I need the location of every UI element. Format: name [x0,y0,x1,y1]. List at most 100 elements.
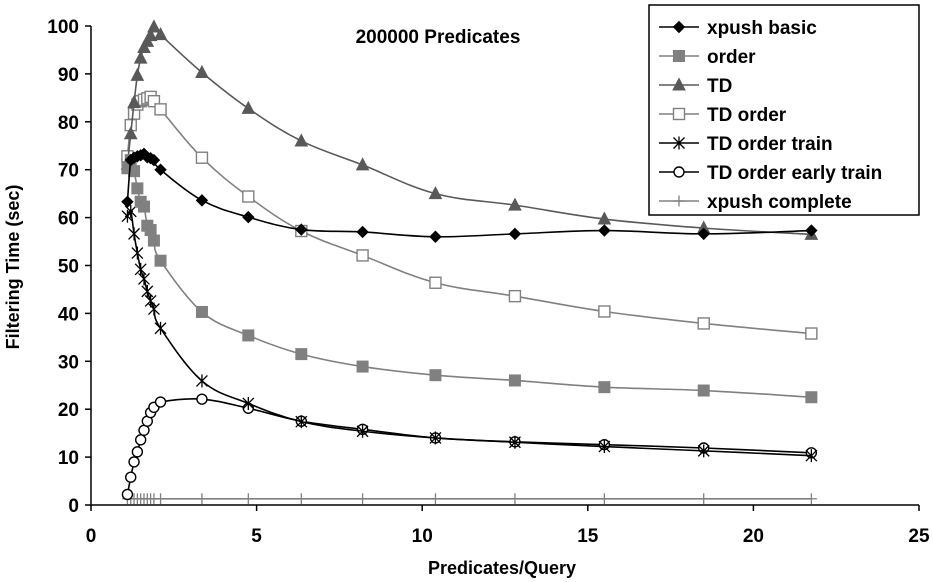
x-tick-label: 25 [908,526,930,547]
data-point-td-order [356,249,369,262]
y-tick-label: 70 [58,161,79,182]
y-tick-label: 100 [47,17,79,38]
x-axis-label: Predicates/Query [428,558,576,578]
data-point-td [428,186,443,200]
data-point-order [356,360,369,373]
legend-marker-td [672,77,686,91]
y-tick-label: 0 [68,496,79,517]
data-point-xpush-complete [196,493,208,505]
data-point-td-order-train [295,415,308,429]
legend-item-xpush-basic: xpush basic [659,18,817,39]
data-point-order [697,384,710,397]
legend-label: TD [707,76,732,97]
data-point-xpush-complete [698,493,710,505]
data-point-td-order-train [154,321,167,335]
x-tick-label: 15 [577,526,599,547]
y-tick-label: 80 [58,113,79,134]
legend-item-td-order-early-train: TD order early train [659,163,882,184]
data-point-xpush-complete [805,493,817,505]
data-point-order [147,234,160,247]
y-tick-label: 60 [58,209,79,230]
data-point-td-order-train [242,396,255,410]
data-point-order [295,348,308,361]
data-point-td [241,100,256,114]
data-point-xpush-basic [805,224,818,237]
data-point-td [143,27,158,42]
data-point-td [508,197,522,211]
data-point-td-order-early-train [121,488,134,501]
data-point-td [195,64,209,78]
legend-label: TD order [707,105,787,126]
legend-label: TD order early train [707,163,882,184]
data-point-xpush-basic [195,194,209,207]
data-point-td-order [598,305,611,318]
series-layer [120,19,819,505]
legend-marker-order [673,50,685,62]
y-tick-label: 40 [58,304,79,325]
data-point-order [805,391,818,404]
data-point-xpush-complete [155,493,167,505]
data-point-order [131,182,144,195]
legend-label: order [707,47,756,68]
data-point-td-order [429,276,442,289]
data-point-td-order [805,327,818,340]
data-point-td [153,27,168,41]
data-point-td-order-train [147,302,160,316]
data-point-td-order-train [356,424,369,438]
data-point-td-order [508,289,522,303]
data-point-order [195,305,208,318]
data-point-td-order-early-train [125,471,137,483]
x-tick-label: 0 [86,526,97,547]
data-point-td [355,157,370,171]
legend-item-xpush-complete: xpush complete [659,192,852,213]
axes: 0 10 20 30 40 50 60 70 80 90 100 0 5 10 15 20 25 [47,17,930,547]
legend-marker-td-order-train [673,136,685,150]
legend-marker-xpush-basic [672,20,686,34]
data-point-order [144,224,157,237]
data-point-order [242,329,255,342]
x-tick-label: 20 [743,526,764,547]
series-td-order-early-train [121,393,818,501]
data-point-xpush-complete [429,493,441,505]
x-tick-label: 5 [251,526,262,547]
y-tick-label: 20 [58,400,79,421]
data-point-order [598,381,611,394]
data-point-xpush-complete [357,493,369,505]
x-tick-label: 10 [412,526,433,547]
data-point-td [294,133,309,147]
y-axis-label: Filtering Time (sec) [3,185,23,350]
y-tick-label: 30 [58,352,79,373]
data-point-order [128,165,141,178]
series-line-td-order-train [126,209,812,457]
legend-label: xpush basic [707,18,817,39]
data-point-xpush-basic [429,230,442,243]
data-point-order [508,374,521,387]
series-xpush-complete [121,493,817,505]
data-point-td [147,19,161,33]
legend-marker-td-order [672,107,686,121]
data-point-xpush-basic [154,163,167,176]
series-xpush-basic [121,147,818,243]
data-point-td-order [154,103,167,116]
data-point-td-order-train [805,449,818,463]
data-point-td-order-train [124,204,137,218]
legend-label: TD order train [707,134,833,155]
data-point-xpush-basic [508,227,522,241]
data-point-td [123,126,138,140]
data-point-td-order-early-train [134,434,147,446]
data-point-xpush-complete [509,493,521,505]
legend-item-td-order-train: TD order train [659,134,833,155]
legend-item-td-order: TD order [659,105,787,126]
legend-marker-xpush-complete [673,195,685,207]
legend: xpush basic order TD TD order TD order train… [648,4,920,216]
chart-title: 200000 Predicates [356,27,521,48]
legend-item-td: TD [659,76,732,97]
data-point-td-order [697,317,710,330]
data-point-xpush-complete [598,493,610,505]
data-point-order [429,369,442,382]
data-point-xpush-basic [295,223,308,236]
legend-marker-td-order-early-train [673,166,685,178]
data-point-td [597,211,612,225]
